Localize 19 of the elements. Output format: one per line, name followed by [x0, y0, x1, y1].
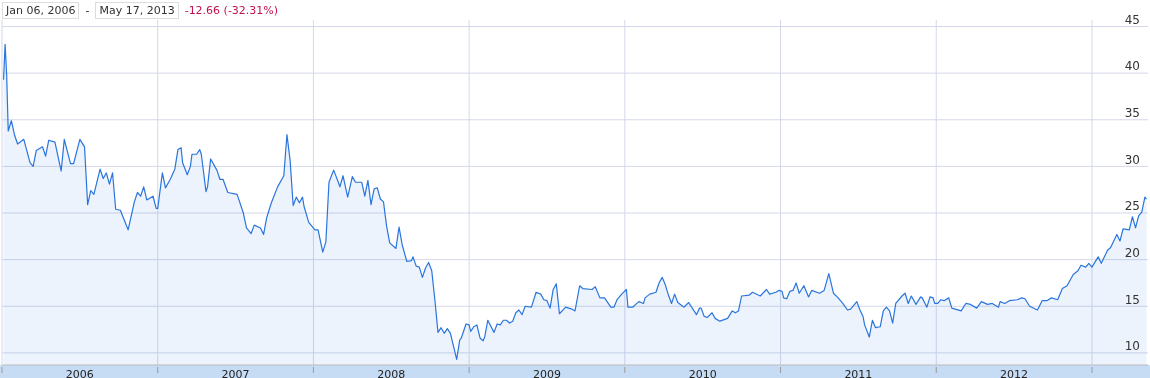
text: -12.66 (-32.31%) [184, 3, 279, 17]
x-tick-label: 2009 [532, 368, 561, 378]
x-tick-label: 2011 [844, 368, 873, 378]
y-tick-label: 40 [1124, 59, 1140, 74]
y-tick-label: 10 [1124, 339, 1140, 354]
x-tick-label: 2010 [688, 368, 717, 378]
x-tick-label: 2007 [221, 368, 250, 378]
text: - [85, 3, 90, 17]
y-tick-label: 45 [1124, 12, 1140, 27]
text: May 17, 2013 [95, 1, 179, 19]
y-tick-label: 20 [1124, 245, 1140, 260]
y-tick-label: 15 [1124, 292, 1140, 307]
y-tick-label: 25 [1124, 199, 1140, 214]
y-tick-label: 35 [1124, 106, 1140, 121]
x-tick-label: 2008 [377, 368, 406, 378]
y-tick-label: 30 [1124, 152, 1140, 167]
x-tick-label: 2012 [1000, 368, 1029, 378]
text: Jan 06, 2006 [2, 1, 80, 19]
x-tick-label: 2006 [65, 368, 94, 378]
